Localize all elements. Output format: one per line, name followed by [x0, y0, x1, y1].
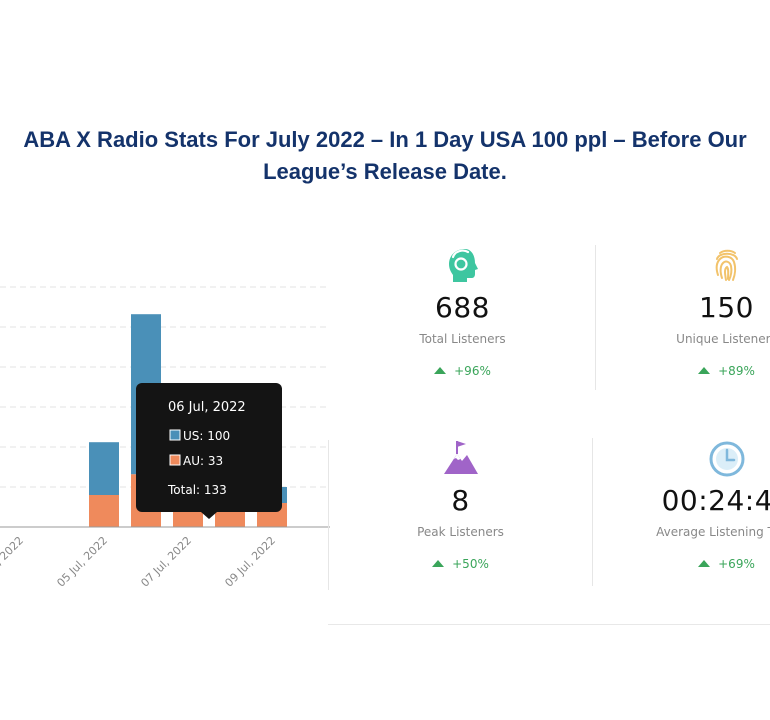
- tooltip-pointer: [201, 512, 217, 519]
- stat-change-value: +50%: [452, 557, 489, 571]
- headline: ABA X Radio Stats For July 2022 – In 1 D…: [0, 124, 770, 188]
- clock-icon: [709, 441, 744, 477]
- up-arrow-icon: [434, 367, 447, 374]
- stat-change-value: +89%: [718, 364, 755, 378]
- stat-label: Peak Listeners: [417, 525, 504, 539]
- x-tick-label: 05 Jul, 2022: [54, 534, 110, 590]
- up-arrow-icon: [698, 367, 711, 374]
- stats-panel: 688 Total Listeners +96% 150 Unique List…: [328, 230, 770, 630]
- stat-change: +96%: [352, 364, 573, 378]
- mountain-flag-icon: [443, 441, 478, 474]
- tooltip-total: Total: 133: [167, 483, 227, 497]
- tooltip-au-swatch: [169, 454, 181, 466]
- stat-change: +69%: [616, 557, 770, 571]
- stat-change: +50%: [350, 557, 571, 571]
- panel-bottom-border: [328, 624, 770, 625]
- headline-line-1: ABA X Radio Stats For July 2022 – In 1 D…: [23, 127, 747, 152]
- x-tick-label: 07 Jul, 2022: [138, 534, 194, 590]
- x-tick-label: 09 Jul, 2022: [222, 534, 278, 590]
- stat-value: 00:24:46: [661, 484, 770, 517]
- stat-label: Unique Listeners: [676, 332, 770, 346]
- stat-label: Total Listeners: [419, 332, 506, 346]
- stat-label: Average Listening Time: [656, 525, 770, 539]
- stat-value: 150: [699, 291, 754, 324]
- x-tick-label: 03 Jul, 2022: [0, 534, 26, 590]
- stat-peak-listeners: 8 Peak Listeners +50%: [350, 438, 571, 571]
- tooltip-au: AU: 33: [183, 454, 223, 468]
- fingerprint-icon: [715, 249, 738, 281]
- stat-average-listening-time: 00:24:46 Average Listening Time +69%: [616, 438, 770, 571]
- chart-tooltip: 06 Jul, 2022 US: 100 AU: 33 Total: 133: [136, 383, 282, 519]
- listeners-bar-chart: 03 Jul, 2022 05 Jul, 2022 07 Jul, 2022 09 J…: [0, 286, 330, 590]
- up-arrow-icon: [432, 560, 445, 567]
- stats-divider-top: [595, 245, 596, 390]
- headset-icon: [448, 249, 478, 282]
- stat-change: +89%: [616, 364, 770, 378]
- tooltip-box: [136, 383, 282, 512]
- stat-change-value: +69%: [718, 557, 755, 571]
- stat-value: 8: [451, 484, 470, 517]
- stat-total-listeners: 688 Total Listeners +96%: [352, 245, 573, 378]
- stat-value: 688: [435, 291, 490, 324]
- stat-unique-listeners: 150 Unique Listeners +89%: [616, 245, 770, 378]
- panel-divider-left: [328, 440, 329, 590]
- tooltip-us-swatch: [169, 429, 181, 441]
- headline-line-2: League’s Release Date.: [263, 159, 507, 184]
- up-arrow-icon: [698, 560, 711, 567]
- bar-us[interactable]: [89, 442, 119, 495]
- stat-change-value: +96%: [454, 364, 491, 378]
- tooltip-us: US: 100: [183, 429, 230, 443]
- tooltip-date: 06 Jul, 2022: [168, 400, 246, 415]
- stats-divider-bottom: [592, 438, 593, 586]
- bar-au[interactable]: [89, 495, 119, 527]
